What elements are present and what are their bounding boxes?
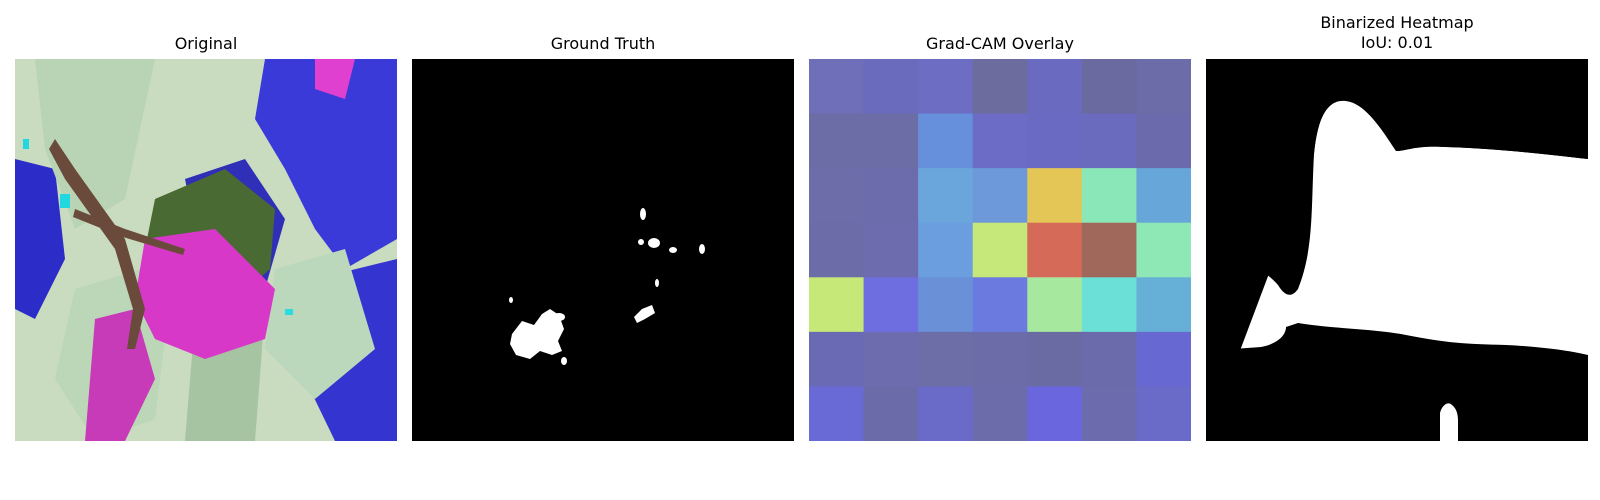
- gradcam-cell: [1081, 113, 1137, 169]
- gradcam-cell: [1136, 386, 1191, 441]
- gradcam-cell: [972, 113, 1028, 169]
- binarized-heatmap-mask: [1206, 59, 1588, 441]
- gradcam-cell: [1136, 59, 1191, 115]
- iou-score: IoU: 0.01: [1360, 33, 1434, 52]
- gradcam-cell: [1027, 386, 1083, 441]
- gradcam-cell: [1136, 168, 1191, 224]
- gradcam-cell: [1136, 277, 1191, 333]
- gradcam-cell: [809, 113, 865, 169]
- original-image: [15, 59, 397, 441]
- gradcam-cell: [918, 222, 974, 278]
- gradcam-cell: [1081, 59, 1137, 115]
- ground-truth-title: Ground Truth: [550, 34, 656, 53]
- binarized-heatmap-title: Binarized Heatmap IoU: 0.01: [1206, 13, 1588, 53]
- gradcam-cell: [1081, 386, 1137, 441]
- binarized-heatmap-title-text: Binarized Heatmap: [1320, 13, 1474, 32]
- gradcam-cell: [809, 222, 865, 278]
- original-title: Original: [174, 34, 238, 53]
- gradcam-cell: [1027, 113, 1083, 169]
- gradcam-cell: [863, 222, 919, 278]
- gradcam-cell: [863, 168, 919, 224]
- gradcam-cell: [1027, 277, 1083, 333]
- ground-truth-mask: [412, 59, 794, 441]
- gradcam-cell: [809, 386, 865, 441]
- gradcam-cell: [1027, 59, 1083, 115]
- gradcam-cell: [1081, 277, 1137, 333]
- gradcam-cell: [972, 386, 1028, 441]
- gradcam-cell: [1136, 222, 1191, 278]
- ground-truth-panel: Ground Truth: [412, 0, 794, 500]
- gradcam-cell: [972, 222, 1028, 278]
- gradcam-cell: [918, 168, 974, 224]
- gradcam-cell: [918, 277, 974, 333]
- gradcam-cell: [863, 386, 919, 441]
- gradcam-cell: [1027, 222, 1083, 278]
- original-panel: Original: [15, 0, 397, 500]
- gradcam-cell: [972, 168, 1028, 224]
- gradcam-cell: [1081, 222, 1137, 278]
- gradcam-cell: [863, 331, 919, 387]
- gradcam-cell: [1081, 168, 1137, 224]
- gradcam-cell: [1136, 331, 1191, 387]
- gradcam-overlay-image: [809, 59, 1191, 441]
- gradcam-cell: [809, 277, 865, 333]
- gradcam-overlay-title: Grad-CAM Overlay: [926, 34, 1074, 53]
- gradcam-cell: [809, 168, 865, 224]
- gradcam-cell: [918, 59, 974, 115]
- gradcam-cell: [863, 59, 919, 115]
- gradcam-cell: [918, 331, 974, 387]
- gradcam-cell: [972, 331, 1028, 387]
- binarized-heatmap-panel: Binarized Heatmap IoU: 0.01: [1206, 0, 1588, 500]
- gradcam-cell: [809, 59, 865, 115]
- gradcam-cell: [863, 113, 919, 169]
- gradcam-cell: [863, 277, 919, 333]
- gradcam-cell: [1081, 331, 1137, 387]
- gradcam-cell: [972, 277, 1028, 333]
- gradcam-cell: [1136, 113, 1191, 169]
- gradcam-cell: [918, 113, 974, 169]
- gradcam-cell: [1027, 331, 1083, 387]
- gradcam-cell: [972, 59, 1028, 115]
- gradcam-cell: [809, 331, 865, 387]
- gradcam-overlay-panel: Grad-CAM Overlay: [809, 0, 1191, 500]
- gradcam-cell: [918, 386, 974, 441]
- gradcam-cell: [1027, 168, 1083, 224]
